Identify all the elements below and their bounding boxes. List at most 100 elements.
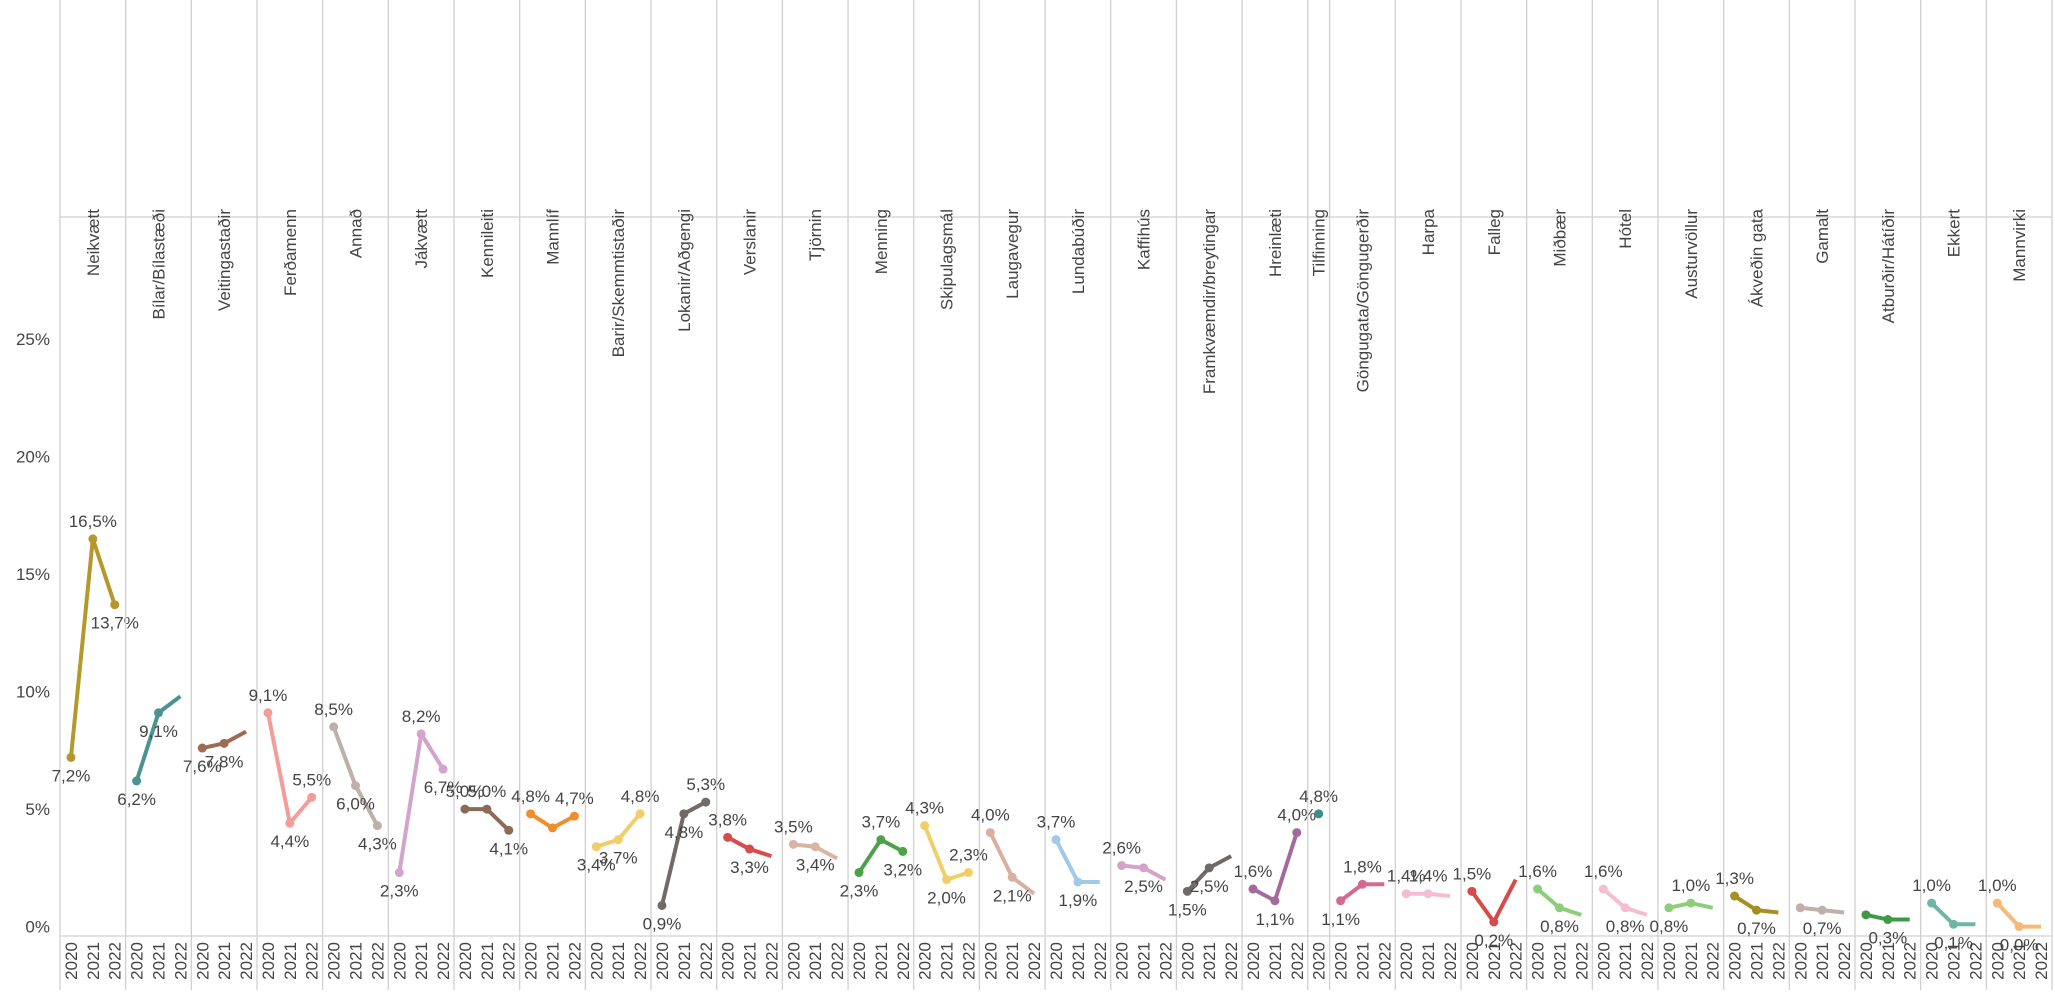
series-line <box>68 536 117 758</box>
value-label: 2,1% <box>993 886 1032 905</box>
x-tick-label: 2020 <box>1244 942 1263 980</box>
point <box>394 868 404 878</box>
point <box>1204 863 1214 873</box>
panel-title: Atburðir/Hátíðir <box>1879 209 1898 324</box>
point <box>1182 886 1192 896</box>
x-tick-label: 2022 <box>1835 942 1854 980</box>
value-label: 4,4% <box>270 832 309 851</box>
x-tick-label: 2021 <box>1879 942 1898 980</box>
point <box>482 804 492 814</box>
x-tick-label: 2022 <box>1091 942 1110 980</box>
x-tick-label: 2022 <box>1507 942 1526 980</box>
value-label: 0,8% <box>1606 917 1645 936</box>
x-tick-label: 2022 <box>697 942 716 980</box>
x-tick-label: 2021 <box>1135 942 1154 980</box>
x-tick-label: 2022 <box>1901 942 1920 980</box>
value-label: 1,0% <box>1671 876 1710 895</box>
series-line <box>988 831 1036 896</box>
value-label: 9,1% <box>139 722 178 741</box>
value-label: 2,3% <box>949 846 988 865</box>
series-line <box>1470 878 1518 924</box>
value-label: 3,7% <box>1037 813 1076 832</box>
point <box>1401 889 1411 899</box>
value-label: 1,6% <box>1234 862 1273 881</box>
value-label: 4,1% <box>489 839 528 858</box>
series-line <box>265 712 314 826</box>
panel-title: Veitingastaðir <box>215 209 234 311</box>
point <box>1620 903 1630 913</box>
series-line <box>1054 838 1100 884</box>
x-tick-label: 2021 <box>1682 942 1701 980</box>
x-tick-label: 2020 <box>784 942 803 980</box>
value-label: 4,3% <box>358 835 397 854</box>
panel-title: Ferðamenn <box>281 209 300 296</box>
value-label: 1,0% <box>1978 876 2017 895</box>
value-label: 1,1% <box>1256 910 1295 929</box>
point <box>263 708 273 718</box>
x-tick-label: 2020 <box>1332 942 1351 980</box>
x-tick-label: 2020 <box>1791 942 1810 980</box>
x-tick-label: 2020 <box>719 942 738 980</box>
value-label: 0,2% <box>1474 931 1513 950</box>
panel-title: Ákveðin gata <box>1747 208 1766 307</box>
x-tick-label: 2022 <box>434 942 453 980</box>
point <box>329 722 339 732</box>
value-label: 4,0% <box>971 806 1010 825</box>
point <box>942 875 952 885</box>
x-tick-label: 2020 <box>1178 942 1197 980</box>
x-tick-label: 2021 <box>609 942 628 980</box>
x-tick-label: 2022 <box>1966 942 1985 980</box>
y-tick-label: 15% <box>16 565 50 584</box>
value-label: 4,8% <box>511 787 550 806</box>
point <box>1051 835 1061 845</box>
x-tick-label: 2020 <box>390 942 409 980</box>
point <box>438 764 448 774</box>
x-tick-label: 2022 <box>1572 942 1591 980</box>
value-label: 1,9% <box>1059 891 1098 910</box>
panel-title: Kaffihús <box>1135 209 1154 270</box>
point <box>1336 896 1346 906</box>
x-tick-label: 2021 <box>84 942 103 980</box>
x-tick-label: 2022 <box>1375 942 1394 980</box>
x-tick-label: 2020 <box>456 942 475 980</box>
point <box>920 821 930 831</box>
point <box>307 792 317 802</box>
panel-title: Lokanir/Aðgengi <box>675 209 694 332</box>
panel-title: Verslanir <box>741 209 760 275</box>
value-label: 1,1% <box>1321 910 1360 929</box>
point <box>219 738 229 748</box>
point <box>569 811 579 821</box>
x-tick-label: 2020 <box>981 942 1000 980</box>
x-tick-label: 2021 <box>1353 942 1372 980</box>
panel-title: Kennileiti <box>478 209 497 278</box>
x-tick-label: 2020 <box>1923 942 1942 980</box>
panel-title: Mannvirki <box>2010 209 2029 282</box>
panel-title: Gamalt <box>1813 209 1832 264</box>
point <box>1467 886 1477 896</box>
panel-title: Menning <box>872 209 891 274</box>
x-tick-label: 2021 <box>1003 942 1022 980</box>
value-label: 7,6% <box>183 757 222 776</box>
panel-title: Tjörnin <box>806 209 825 261</box>
y-tick-label: 10% <box>16 683 50 702</box>
x-tick-label: 2020 <box>1113 942 1132 980</box>
point <box>1795 903 1805 913</box>
point <box>110 600 120 610</box>
point <box>1357 879 1367 889</box>
x-tick-label: 2022 <box>1288 942 1307 980</box>
x-tick-label: 2020 <box>1397 942 1416 980</box>
point <box>701 797 711 807</box>
value-label: 6,0% <box>336 795 375 814</box>
x-tick-label: 2022 <box>500 942 519 980</box>
x-tick-label: 2022 <box>368 942 387 980</box>
point <box>591 842 601 852</box>
point <box>1598 884 1608 894</box>
value-label: 4,8% <box>664 823 703 842</box>
x-tick-label: 2020 <box>1463 942 1482 980</box>
value-label: 0,7% <box>1803 919 1842 938</box>
point <box>898 846 908 856</box>
x-tick-label: 2022 <box>959 942 978 980</box>
value-label: 7,8% <box>205 752 244 771</box>
point <box>1664 903 1674 913</box>
value-label: 4,0% <box>1277 806 1316 825</box>
